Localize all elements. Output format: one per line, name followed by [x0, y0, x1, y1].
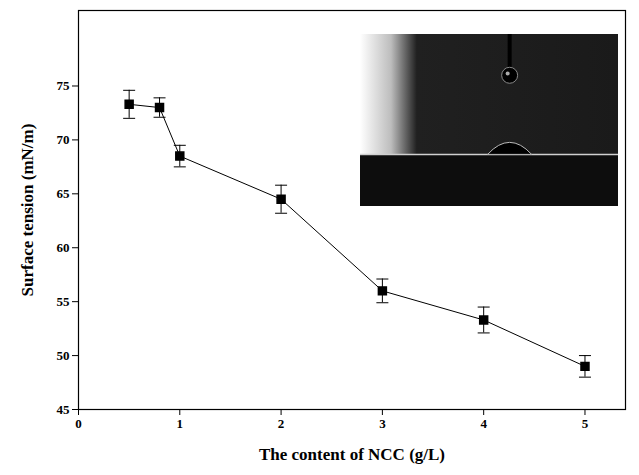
svg-text:75: 75	[57, 78, 71, 93]
svg-text:55: 55	[57, 294, 71, 309]
svg-text:3: 3	[379, 416, 386, 431]
svg-text:The content of NCC (g/L): The content of NCC (g/L)	[259, 445, 445, 464]
svg-text:Surface tension (mN/m): Surface tension (mN/m)	[18, 124, 37, 297]
svg-text:70: 70	[57, 132, 70, 147]
svg-text:5: 5	[582, 416, 589, 431]
svg-text:2: 2	[278, 416, 285, 431]
svg-text:50: 50	[57, 348, 70, 363]
svg-text:1: 1	[177, 416, 184, 431]
svg-text:0: 0	[75, 416, 82, 431]
svg-text:45: 45	[57, 402, 71, 417]
svg-text:65: 65	[57, 186, 71, 201]
svg-text:60: 60	[57, 240, 70, 255]
svg-text:4: 4	[480, 416, 487, 431]
